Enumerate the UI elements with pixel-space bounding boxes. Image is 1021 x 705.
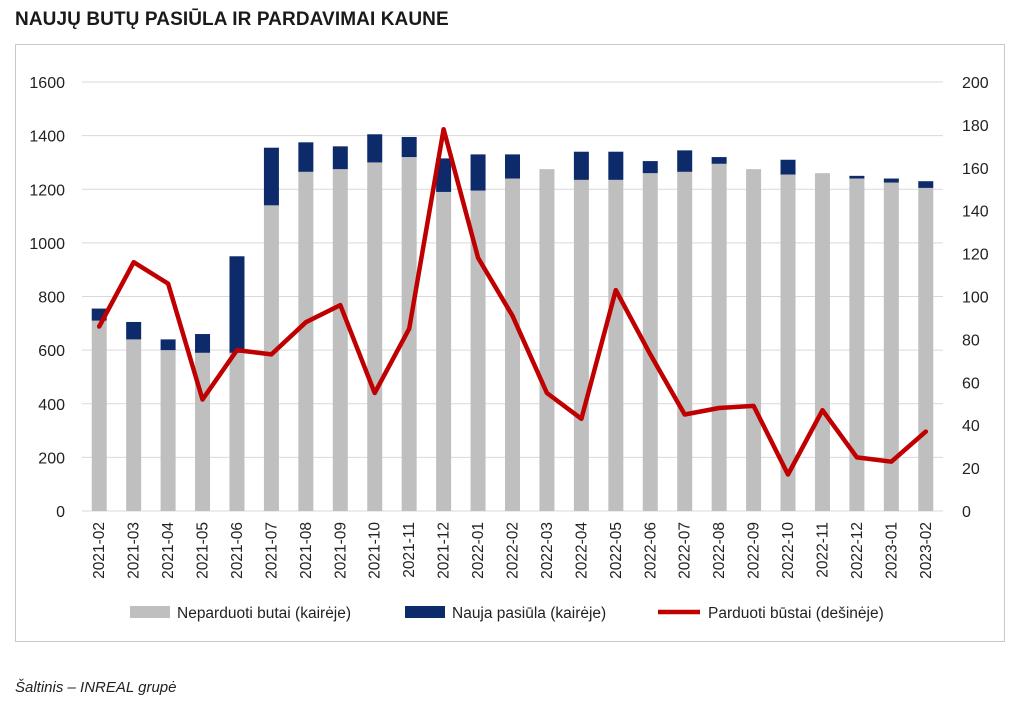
source-note: Šaltinis – INREAL grupė [15,679,177,696]
bar-unsold [160,350,176,511]
y-left-tick-label: 400 [38,397,65,414]
bar-new-supply [573,151,589,180]
bar-new-supply [160,339,176,351]
y-left-tick-label: 200 [38,450,65,467]
bar-unsold [608,179,624,511]
bar-unsold [229,352,245,511]
x-tick-label: 2021-11 [401,522,418,578]
x-tick-label: 2022-06 [642,522,659,579]
x-tick-label: 2021-10 [367,522,384,579]
legend-label-sold: Parduoti būstai (dešinėje) [708,605,884,622]
x-tick-label: 2021-07 [263,522,280,579]
legend-label-new-supply: Nauja pasiūla (kairėje) [452,605,606,622]
bar-unsold [332,169,348,511]
x-tick-label: 2021-05 [195,522,212,579]
bar-new-supply [126,321,142,340]
x-tick-label: 2022-09 [746,522,763,579]
legend-label-unsold: Neparduoti butai (kairėje) [177,605,351,622]
bar-new-supply [298,142,314,172]
y-right-tick-label: 0 [962,504,971,521]
bar-unsold [298,171,314,511]
bar-new-supply [263,147,279,206]
bar-unsold [539,169,555,511]
x-tick-label: 2022-05 [608,522,625,579]
y-left-tick-label: 1400 [29,129,65,146]
bar-new-supply [883,178,899,183]
x-tick-label: 2022-12 [849,522,866,579]
x-tick-label: 2023-01 [883,522,900,579]
y-right-tick-label: 20 [962,461,980,478]
bar-new-supply [229,256,245,353]
bar-new-supply [505,154,520,179]
bar-new-supply [401,136,417,158]
y-right-tick-label: 200 [962,75,989,92]
bar-unsold [401,157,417,511]
y-left-tick-label: 1000 [29,236,65,253]
x-tick-label: 2021-12 [436,522,453,579]
bar-new-supply [849,175,865,179]
x-tick-label: 2021-04 [160,522,177,579]
bar-new-supply [711,157,727,164]
y-right-tick-label: 60 [962,375,980,392]
y-right-tick-label: 40 [962,418,980,435]
bar-unsold [126,339,142,511]
bar-unsold [367,162,383,511]
bar-new-supply [436,158,452,192]
bar-unsold [642,173,658,511]
bar-new-supply [195,334,211,353]
bar-unsold [263,205,279,511]
x-tick-label: 2021-06 [229,522,246,579]
x-tick-label: 2022-11 [814,522,831,578]
x-tick-label: 2022-02 [505,522,522,579]
bar-unsold [780,174,796,512]
bar-new-supply [608,151,624,180]
y-right-tick-label: 80 [962,332,980,349]
bar-unsold [677,171,693,511]
bar-unsold [918,187,934,512]
y-left-tick-label: 0 [56,504,65,521]
x-tick-label: 2022-07 [677,522,694,579]
bar-unsold [573,179,589,511]
x-tick-label: 2022-01 [470,522,487,579]
x-tick-label: 2021-02 [91,522,108,579]
bar-new-supply [780,159,796,175]
y-left-tick-label: 600 [38,343,65,360]
y-left-tick-label: 1600 [29,75,65,92]
bar-new-supply [642,161,658,174]
x-tick-label: 2022-08 [711,522,728,579]
bar-unsold [746,169,762,511]
bar-unsold [814,173,830,511]
bar-unsold [849,178,865,511]
bar-new-supply [677,150,693,172]
y-right-tick-label: 100 [962,290,989,307]
y-right-tick-label: 160 [962,161,989,178]
y-right-tick-label: 180 [962,118,989,135]
legend-swatch-unsold [130,606,170,618]
bar-unsold [711,163,727,511]
x-tick-label: 2021-03 [126,522,143,579]
bar-new-supply [470,154,486,191]
bar-new-supply [332,146,348,170]
x-tick-label: 2022-04 [573,522,590,579]
x-tick-label: 2023-02 [918,522,935,579]
y-left-tick-label: 800 [38,290,65,307]
bar-unsold [91,320,107,511]
x-tick-label: 2022-03 [539,522,556,579]
bar-unsold [436,191,452,511]
bar-unsold [883,182,899,511]
chart-frame [15,44,1005,642]
y-right-tick-label: 120 [962,247,989,264]
bar-unsold [505,178,520,511]
y-left-tick-label: 1200 [29,182,65,199]
bar-new-supply [918,181,934,188]
legend-swatch-new-supply [405,606,445,618]
x-tick-label: 2022-10 [780,522,797,579]
x-tick-label: 2021-09 [332,522,349,579]
chart-title: NAUJŲ BUTŲ PASIŪLA IR PARDAVIMAI KAUNE [15,9,449,30]
bar-new-supply [367,134,383,163]
x-tick-label: 2021-08 [298,522,315,579]
bar-unsold [470,190,486,511]
y-right-tick-label: 140 [962,204,989,221]
